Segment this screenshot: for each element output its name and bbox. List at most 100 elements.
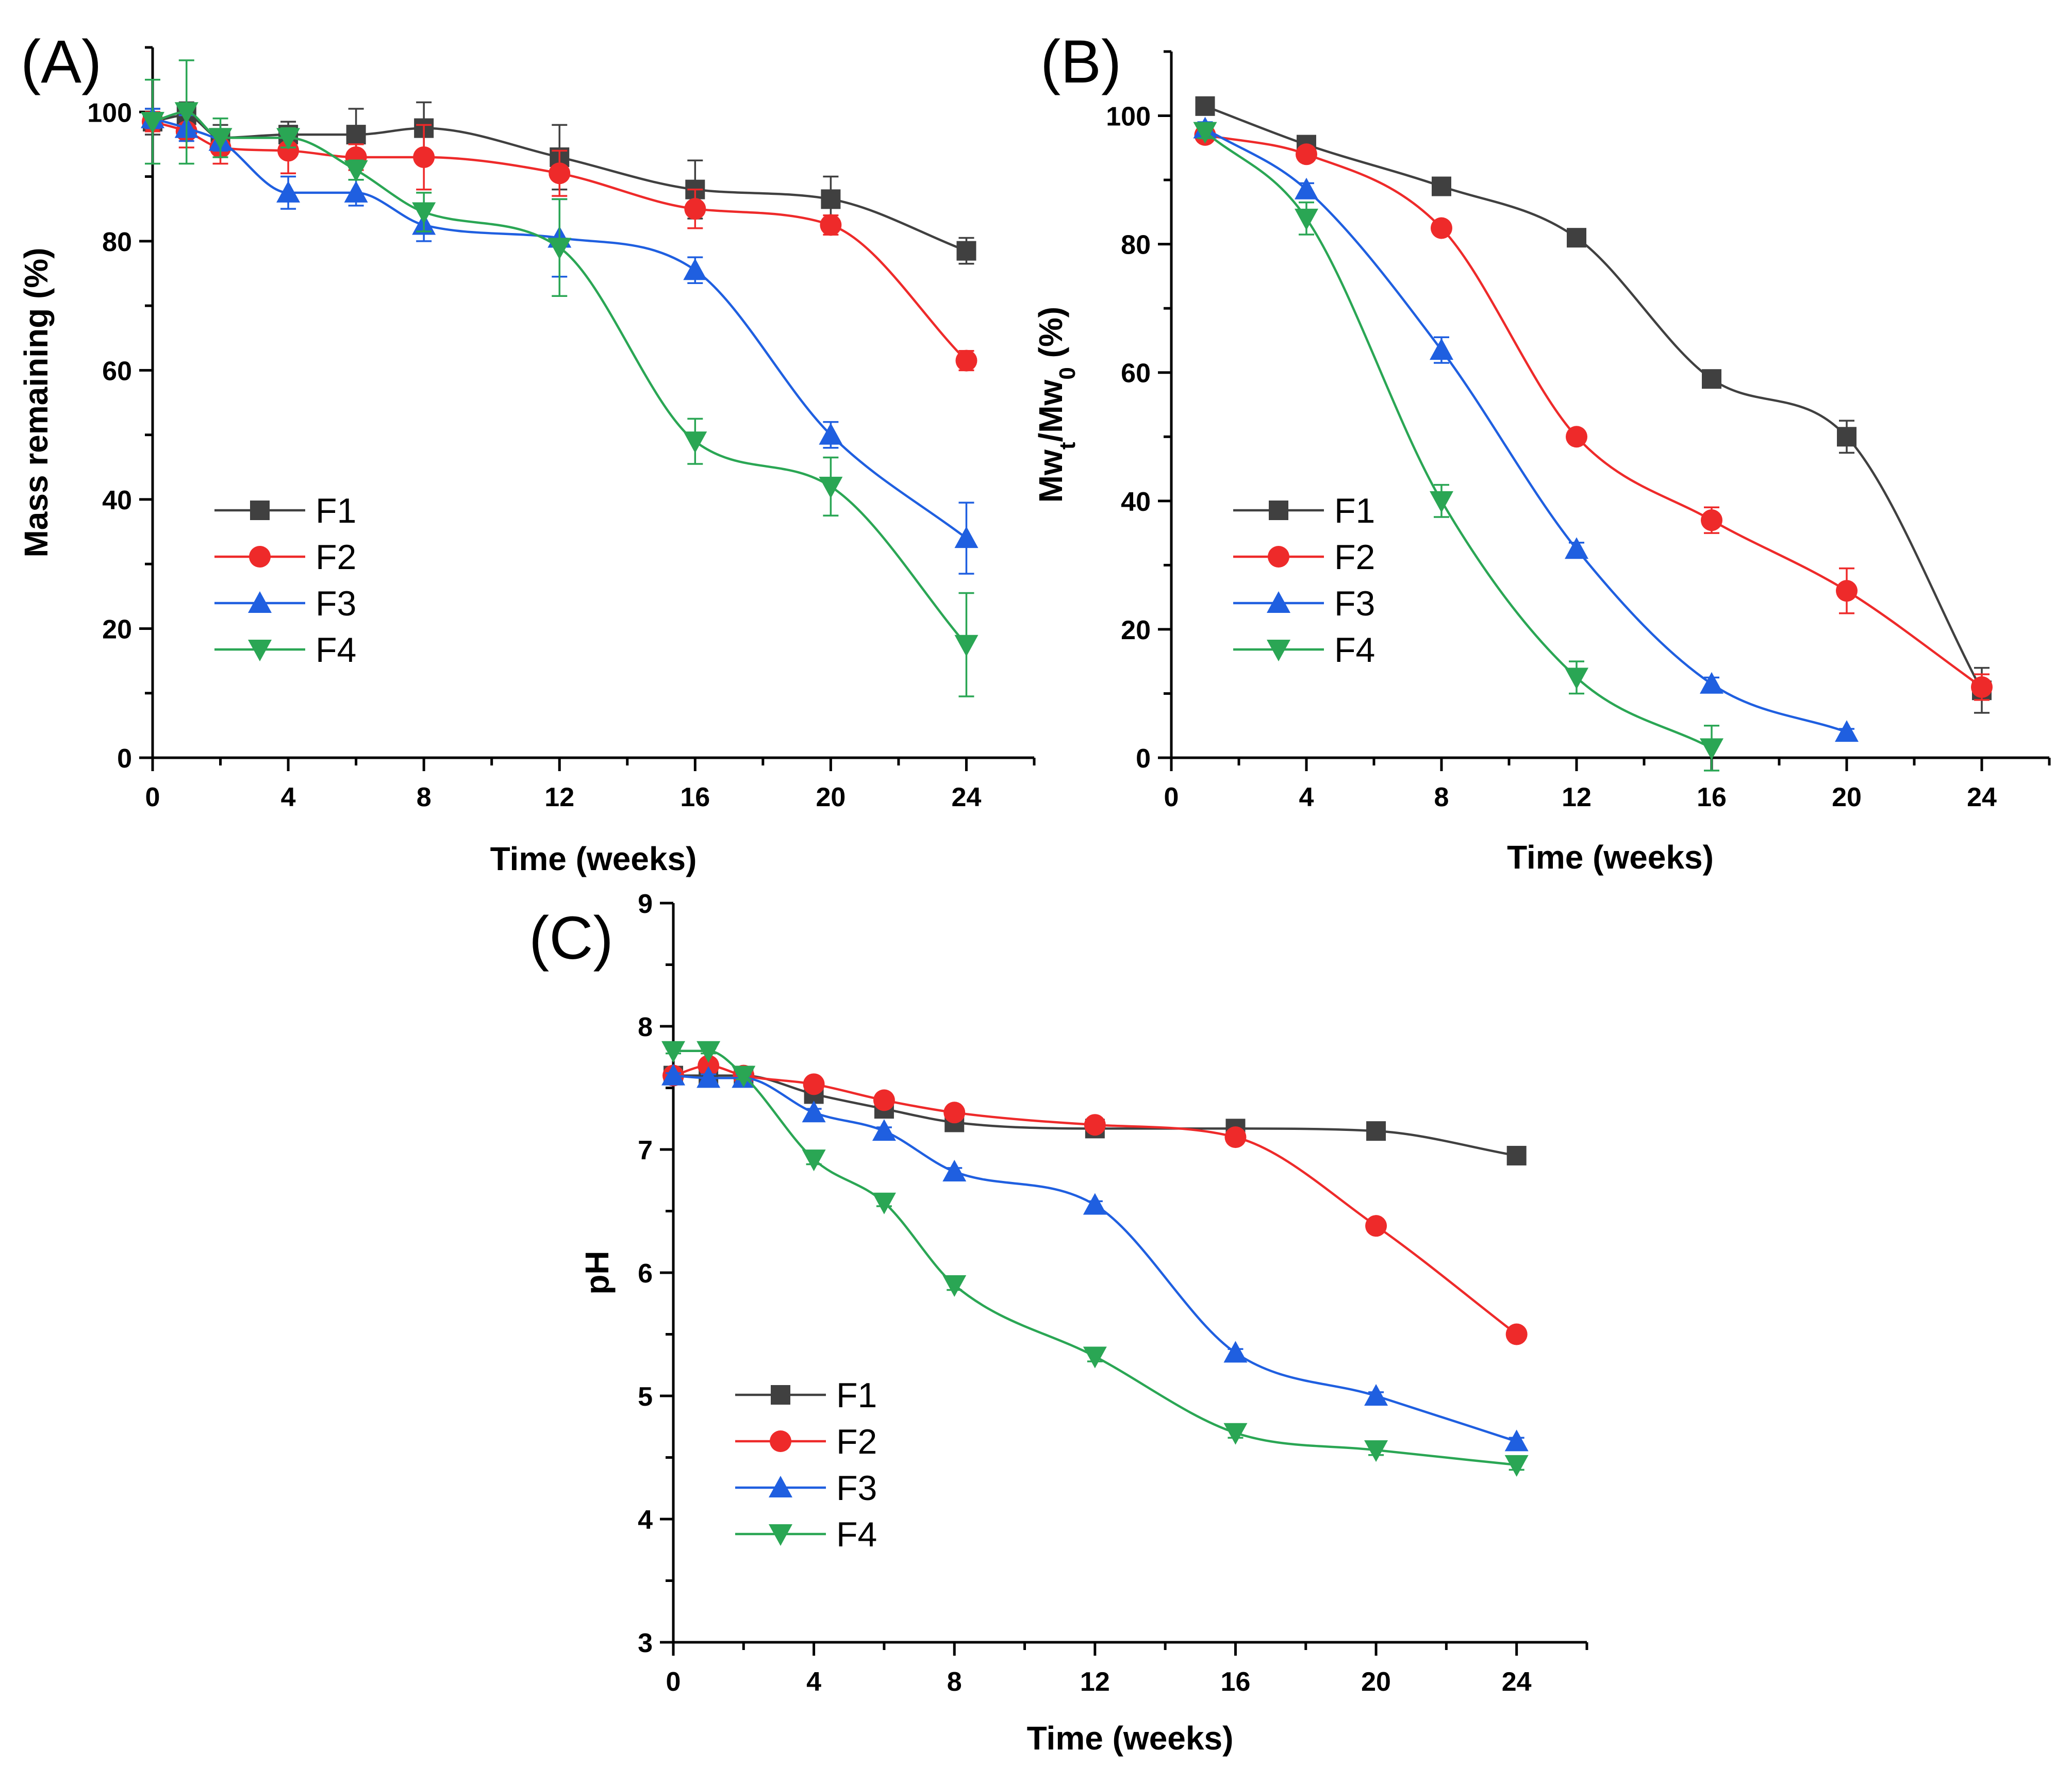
legend-label: F4: [316, 630, 356, 670]
data-point: [1195, 96, 1215, 116]
x-tick-label: 24: [1967, 782, 1997, 812]
y-tick-label: 4: [638, 1505, 653, 1535]
data-point: [1702, 369, 1721, 389]
data-point: [548, 238, 572, 260]
legend-label: F2: [1334, 538, 1375, 577]
x-tick-label: 20: [816, 782, 846, 812]
x-axis-title: Time (weeks): [490, 840, 697, 877]
data-point: [820, 214, 842, 236]
data-point: [1971, 676, 1993, 698]
y-tick-label: 0: [117, 744, 132, 774]
y-tick-label: 6: [638, 1259, 653, 1289]
legend-marker: [1267, 591, 1290, 613]
data-point: [413, 146, 435, 168]
legend-label: F3: [836, 1469, 877, 1508]
data-point: [954, 635, 979, 657]
data-point: [683, 431, 707, 454]
data-point: [1506, 1145, 1527, 1165]
series-line: [1205, 134, 1983, 688]
data-point: [1223, 1341, 1248, 1363]
data-point: [344, 180, 368, 203]
y-tick-label: 60: [102, 356, 132, 386]
data-point: [277, 140, 300, 162]
data-point: [872, 1119, 896, 1141]
data-point: [276, 180, 301, 203]
data-point: [873, 1089, 895, 1111]
legend-label: F4: [1334, 630, 1375, 670]
series-F4: [661, 1041, 1529, 1477]
series-F3: [1193, 116, 1859, 742]
data-point: [208, 128, 233, 150]
legend-marker: [1269, 501, 1288, 520]
panel-label: (C): [529, 904, 614, 972]
data-point: [1084, 1114, 1106, 1136]
legend-label: F1: [836, 1376, 877, 1415]
x-axis-title: Time (weeks): [1507, 839, 1714, 876]
legend-label: F3: [316, 584, 356, 623]
data-point: [803, 1073, 825, 1095]
y-axis-title: pH: [578, 1251, 616, 1294]
data-point: [1835, 720, 1859, 742]
legend-marker: [248, 640, 272, 661]
y-tick-label: 7: [638, 1136, 653, 1165]
data-point: [942, 1275, 967, 1297]
data-point: [872, 1192, 896, 1214]
series-F3: [661, 1063, 1529, 1452]
legend-marker: [769, 1476, 792, 1497]
data-point: [1565, 668, 1588, 690]
x-tick-label: 24: [1502, 1667, 1532, 1697]
data-point: [1504, 1429, 1529, 1452]
data-point: [802, 1149, 826, 1172]
y-tick-label: 80: [102, 227, 132, 257]
data-point: [1295, 177, 1318, 199]
x-tick-label: 4: [281, 782, 296, 812]
data-point: [1567, 228, 1586, 248]
chart-panel-2: (B) 0 4 8 12 16 20 24 0 20 40 60 80 100 Time (weeks) Mw…: [1032, 28, 2051, 876]
series-F1: [1195, 96, 1992, 714]
data-point: [1193, 122, 1217, 144]
y-tick-label: 20: [1121, 615, 1151, 645]
legend-label: F3: [1334, 584, 1375, 623]
data-point: [1700, 672, 1723, 694]
panel-label: (A): [21, 28, 102, 96]
data-point: [1432, 176, 1451, 196]
data-point: [1224, 1126, 1247, 1148]
x-tick-label: 16: [1221, 1667, 1251, 1697]
legend: F1 F2 F3 F4: [735, 1376, 877, 1554]
data-point: [661, 1041, 685, 1063]
x-tick-label: 20: [1361, 1667, 1391, 1697]
data-point: [1430, 338, 1453, 360]
legend-marker: [771, 1385, 790, 1405]
data-point: [1700, 738, 1723, 760]
data-point: [549, 162, 571, 185]
series-F4: [1193, 122, 1723, 772]
series-line: [152, 111, 968, 646]
series-F2: [1194, 124, 1993, 701]
data-point: [141, 112, 164, 134]
data-point: [819, 423, 843, 445]
x-tick-label: 12: [1080, 1667, 1110, 1697]
chart-panel-1: (A) 0 4 8 12 16 20 24 0 20 40 60 80 100 Time (weeks) Ma…: [18, 28, 1036, 877]
data-point: [1566, 426, 1587, 448]
y-tick-label: 20: [102, 614, 132, 644]
x-tick-label: 0: [1164, 782, 1179, 812]
y-tick-label: 40: [102, 486, 132, 515]
x-tick-label: 8: [1434, 782, 1449, 812]
legend-marker: [770, 1430, 791, 1452]
y-tick-label: 100: [1106, 102, 1151, 132]
data-point: [1223, 1423, 1248, 1445]
data-point: [819, 476, 843, 498]
data-point: [1431, 217, 1452, 239]
data-point: [1083, 1193, 1107, 1215]
legend-marker: [249, 546, 271, 568]
data-point: [954, 526, 979, 548]
x-tick-label: 0: [666, 1667, 681, 1697]
data-point: [1701, 509, 1722, 531]
legend-marker: [1267, 640, 1290, 661]
data-point: [698, 1055, 720, 1077]
y-tick-label: 3: [638, 1628, 653, 1658]
data-point: [956, 241, 976, 261]
data-point: [942, 1160, 967, 1182]
